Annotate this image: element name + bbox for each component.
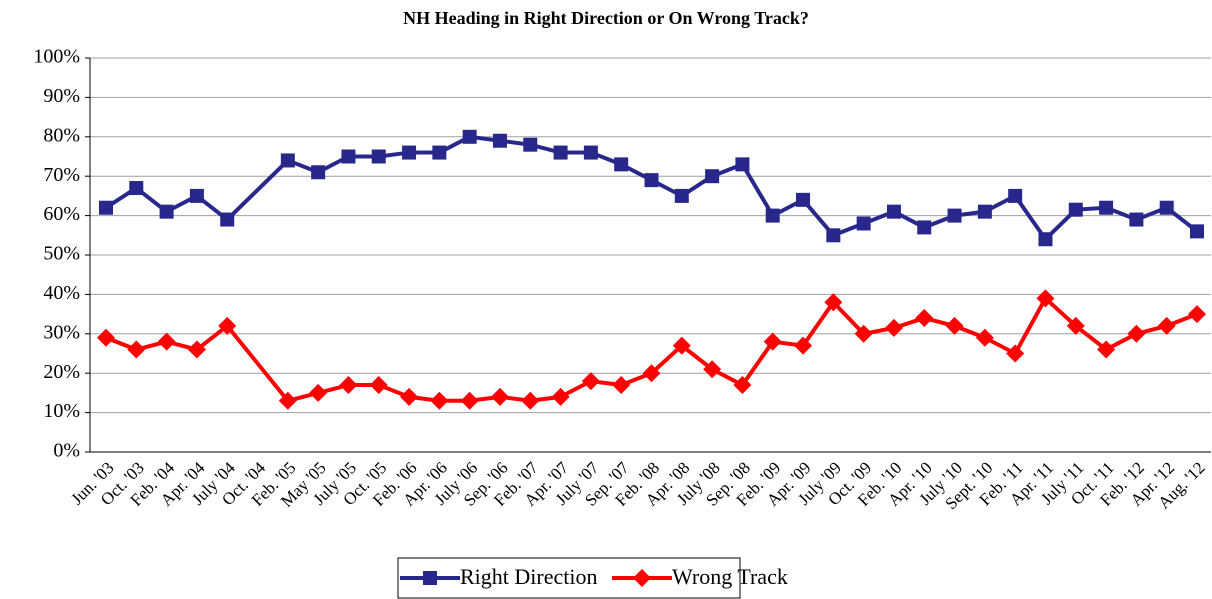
marker [633,569,651,587]
marker [614,157,629,172]
marker [1036,289,1055,308]
marker [280,153,295,168]
marker [1068,202,1083,217]
marker [490,387,509,406]
marker [460,391,479,410]
marker [129,181,144,196]
marker [642,364,661,383]
series-line [104,134,1199,242]
marker [733,376,752,395]
marker [402,145,417,160]
marker [854,324,873,343]
series-line [105,296,1198,403]
marker [311,165,326,180]
marker [1127,324,1146,343]
marker [521,391,540,410]
y-tick-label: 0% [53,440,80,462]
marker [1038,232,1053,247]
marker [612,376,631,395]
chart-title: NH Heading in Right Direction or On Wron… [403,8,809,28]
marker [674,188,689,203]
marker [492,133,507,148]
marker [187,340,206,359]
y-tick-label: 50% [43,243,80,265]
marker [97,328,115,347]
marker [278,391,297,410]
marker [339,376,358,395]
marker [369,376,388,395]
marker [1129,212,1144,227]
marker [763,332,782,351]
marker [765,208,780,223]
marker [341,149,356,164]
marker [551,387,570,406]
marker [1066,316,1085,335]
y-tick-label: 60% [43,203,80,225]
marker [826,228,841,243]
marker [127,340,146,359]
legend-label: Right Direction [460,564,597,589]
marker [1188,305,1206,324]
marker [553,145,568,160]
marker [309,383,328,402]
marker [432,145,447,160]
marker [462,129,477,144]
legend-label: Wrong Track [672,564,788,589]
marker [371,149,386,164]
marker [1008,188,1023,203]
marker [917,220,932,235]
marker [735,157,750,172]
marker [975,328,994,347]
marker [423,571,437,585]
marker [1190,224,1204,239]
y-tick-label: 100% [33,46,80,68]
y-tick-label: 90% [43,85,80,107]
marker [1006,344,1025,363]
marker [583,145,598,160]
y-tick-label: 70% [43,164,80,186]
y-tick-label: 30% [43,321,80,343]
marker [1159,200,1174,215]
marker [884,318,903,337]
marker [430,391,449,410]
marker [977,204,992,219]
marker [581,372,600,391]
marker [856,216,871,231]
marker [523,137,538,152]
marker [796,192,811,207]
y-tick-label: 20% [43,361,80,383]
marker [189,188,204,203]
marker [794,336,813,355]
y-tick-label: 40% [43,282,80,304]
marker [945,316,964,335]
marker [157,332,176,351]
marker [220,212,235,227]
marker [1099,200,1114,215]
y-tick-label: 80% [43,124,80,146]
marker [947,208,962,223]
marker [672,336,691,355]
marker [1097,340,1116,359]
marker [705,169,720,184]
marker [915,309,934,328]
marker [886,204,901,219]
marker [824,293,843,312]
marker [159,204,174,219]
marker [99,200,113,215]
marker [644,173,659,188]
marker [400,387,419,406]
y-tick-label: 10% [43,400,80,422]
marker [703,360,722,379]
marker [1157,316,1176,335]
marker [218,316,237,335]
